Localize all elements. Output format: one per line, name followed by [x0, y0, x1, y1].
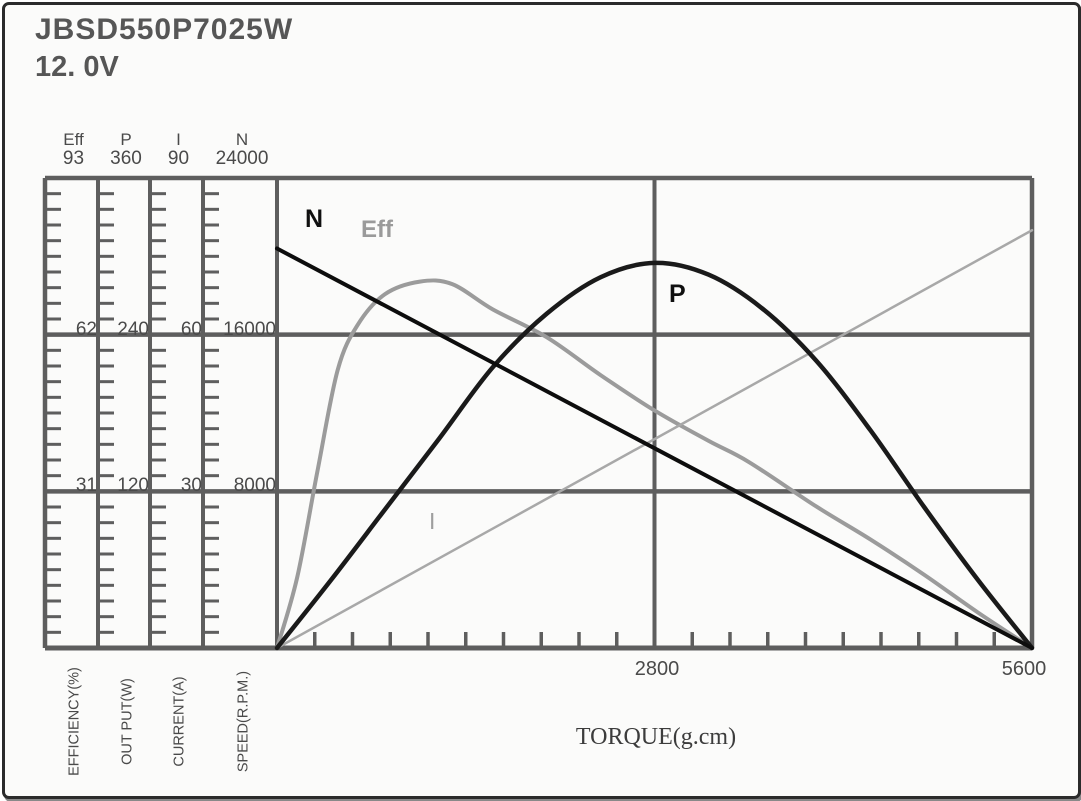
curve-n: [275, 246, 1034, 650]
x-axis-minor-ticks: [313, 632, 996, 646]
x-tick-2800: 2800: [634, 658, 680, 680]
axis-caption-efficiency: EFFICIENCY(%): [66, 667, 83, 776]
scale-name-n: N: [235, 130, 249, 149]
scale-max-p: 360: [110, 147, 142, 169]
scale-tick-n-16000: 16000: [223, 319, 276, 340]
scale-tick-i-60: 60: [180, 319, 202, 340]
scale-header-power: P 360: [100, 131, 152, 169]
curve-label-speed: N: [305, 205, 324, 233]
curve-p: [274, 260, 1035, 651]
curve-i: [275, 228, 1034, 650]
test-voltage: 12. 0V: [35, 51, 119, 83]
scale-tick-eff-62: 62: [75, 319, 97, 340]
curve-eff: [275, 278, 1034, 650]
scale-tick-p-240: 240: [117, 319, 149, 340]
scale-tick-p-120: 120: [117, 475, 149, 496]
grid-and-axes: [42, 175, 1035, 651]
scale-max-i: 90: [167, 147, 190, 169]
scale-max-eff: 93: [62, 147, 85, 169]
curve-label-efficiency: Eff: [361, 216, 393, 243]
scale-tick-i-30: 30: [180, 475, 202, 496]
scale-name-i: I: [176, 130, 181, 149]
scale-tick-eff-31: 31: [75, 475, 97, 496]
motor-performance-chart: [42, 175, 1035, 651]
scale-tick-n-8000: 8000: [233, 475, 276, 496]
axis-caption-output: OUT PUT(W): [119, 678, 136, 765]
curve-label-power: P: [669, 280, 686, 308]
x-tick-5600: 5600: [1001, 658, 1047, 680]
scale-name-p: P: [120, 130, 132, 149]
scale-name-eff: Eff: [63, 130, 84, 149]
curve-label-current: I: [429, 508, 436, 534]
axis-caption-speed: SPEED(R.P.M.): [235, 670, 252, 773]
x-axis-title: TORQUE(g.cm): [575, 724, 737, 750]
scale-header-efficiency: Eff 93: [47, 131, 100, 169]
scale-minor-ticks: [47, 192, 219, 634]
scale-max-n: 24000: [215, 147, 269, 169]
motor-model-title: JBSD550P7025W: [35, 13, 294, 46]
scale-header-current: I 90: [152, 131, 205, 169]
axis-caption-current: CURRENT(A): [171, 676, 188, 767]
scale-header-speed: N 24000: [205, 131, 279, 169]
